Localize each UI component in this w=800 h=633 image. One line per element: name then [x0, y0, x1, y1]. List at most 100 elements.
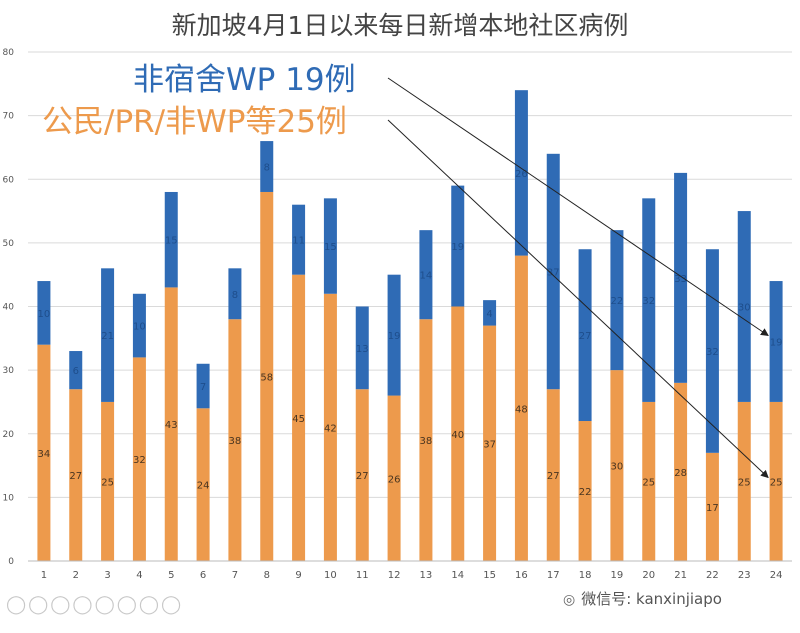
x-tick-label: 18: [579, 570, 592, 581]
bar-bottom-series: [674, 382, 688, 561]
data-label-bottom: 27: [69, 471, 82, 482]
bar-bottom-series: [514, 255, 528, 561]
wechat-icon: ◎: [563, 592, 576, 608]
data-label-bottom: 40: [451, 430, 464, 441]
y-tick-label: 30: [3, 366, 15, 376]
data-label-bottom: 25: [770, 477, 783, 488]
bar-bottom-series: [419, 319, 433, 561]
data-label-bottom: 26: [388, 474, 401, 485]
y-tick-label: 70: [3, 112, 15, 122]
data-label-top: 26: [515, 169, 528, 180]
bar-top-series: [737, 211, 751, 402]
bar-top-series: [451, 185, 465, 307]
x-tick-label: 4: [136, 570, 142, 581]
x-tick-label: 9: [295, 570, 301, 581]
data-label-top: 37: [547, 268, 560, 279]
x-tick-label: 21: [674, 570, 687, 581]
bar-top-series: [228, 268, 242, 320]
data-label-bottom: 24: [197, 481, 210, 492]
x-tick-label: 23: [738, 570, 751, 581]
data-label-top: 21: [101, 331, 114, 342]
data-label-bottom: 38: [420, 436, 433, 447]
bar-bottom-series: [292, 274, 306, 561]
y-tick-label: 80: [3, 48, 15, 58]
data-label-bottom: 45: [292, 414, 305, 425]
bar-bottom-series: [451, 306, 465, 561]
data-label-bottom: 43: [165, 420, 178, 431]
data-label-bottom: 25: [738, 477, 751, 488]
bar-top-series: [69, 351, 83, 390]
bar-top-series: [164, 191, 178, 288]
data-label-top: 15: [165, 236, 178, 247]
bar-top-series: [419, 230, 433, 320]
decorative-circles: ◯◯◯◯◯◯◯◯: [6, 594, 184, 615]
bar-top-series: [483, 300, 497, 326]
bar-bottom-series: [228, 319, 242, 561]
bar-bottom-series: [642, 401, 656, 561]
data-label-top: 15: [324, 242, 337, 253]
bar-bottom-series: [610, 370, 624, 561]
data-label-bottom: 48: [515, 404, 528, 415]
data-label-top: 32: [706, 347, 719, 358]
bar-bottom-series: [132, 357, 146, 561]
y-tick-label: 10: [3, 493, 15, 503]
data-label-bottom: 27: [547, 471, 560, 482]
x-tick-label: 3: [104, 570, 110, 581]
bar-bottom-series: [69, 389, 83, 561]
y-tick-label: 40: [3, 303, 15, 313]
bar-top-series: [260, 141, 274, 192]
bar-bottom-series: [387, 395, 401, 561]
x-tick-label: 12: [388, 570, 401, 581]
x-tick-label: 19: [611, 570, 624, 581]
bar-top-series: [355, 306, 369, 390]
data-label-top: 27: [579, 331, 592, 342]
wechat-id: 微信号: kanxinjiapo: [581, 590, 722, 608]
data-label-bottom: 32: [133, 455, 146, 466]
bar-bottom-series: [260, 191, 274, 561]
data-label-top: 30: [738, 303, 751, 314]
arrow-pr: [387, 119, 769, 479]
data-label-top: 10: [38, 309, 51, 320]
bar-bottom-series: [705, 452, 719, 561]
bar-top-series: [132, 293, 146, 358]
annotation-pr: 公民/PR/非WP等25例: [42, 104, 347, 140]
x-tick-label: 2: [73, 570, 79, 581]
bar-top-series: [323, 198, 337, 294]
data-label-bottom: 42: [324, 423, 337, 434]
bar-bottom-series: [37, 344, 51, 561]
bar-top-series: [546, 153, 560, 390]
x-tick-label: 16: [515, 570, 528, 581]
annotation-wp: 非宿舍WP 19例: [133, 62, 356, 98]
x-tick-label: 8: [264, 570, 270, 581]
x-tick-label: 6: [200, 570, 206, 581]
bar-top-series: [610, 230, 624, 371]
x-tick-label: 11: [356, 570, 369, 581]
x-tick-label: 17: [547, 570, 560, 581]
data-label-top: 32: [642, 296, 655, 307]
x-tick-label: 24: [770, 570, 783, 581]
bar-bottom-series: [101, 401, 115, 561]
bar-top-series: [674, 172, 688, 383]
bar-bottom-series: [546, 389, 560, 561]
bar-bottom-series: [164, 287, 178, 561]
bar-bottom-series: [578, 421, 592, 561]
data-label-bottom: 58: [260, 372, 273, 383]
y-tick-label: 20: [3, 430, 15, 440]
y-tick-label: 60: [3, 175, 15, 185]
bar-top-series: [37, 281, 51, 345]
data-label-top: 4: [486, 309, 492, 320]
bar-top-series: [292, 204, 306, 275]
data-label-top: 13: [356, 344, 369, 355]
bar-bottom-series: [769, 401, 783, 561]
bar-top-series: [101, 268, 115, 402]
x-tick-label: 14: [451, 570, 464, 581]
bar-bottom-series: [196, 408, 210, 561]
data-label-bottom: 37: [483, 439, 496, 450]
x-tick-label: 15: [483, 570, 496, 581]
wechat-watermark: ◎ 微信号: kanxinjiapo: [563, 588, 722, 609]
data-label-bottom: 25: [101, 477, 114, 488]
arrow-wp: [387, 77, 769, 337]
x-tick-label: 7: [232, 570, 238, 581]
y-tick-label: 50: [3, 239, 15, 249]
